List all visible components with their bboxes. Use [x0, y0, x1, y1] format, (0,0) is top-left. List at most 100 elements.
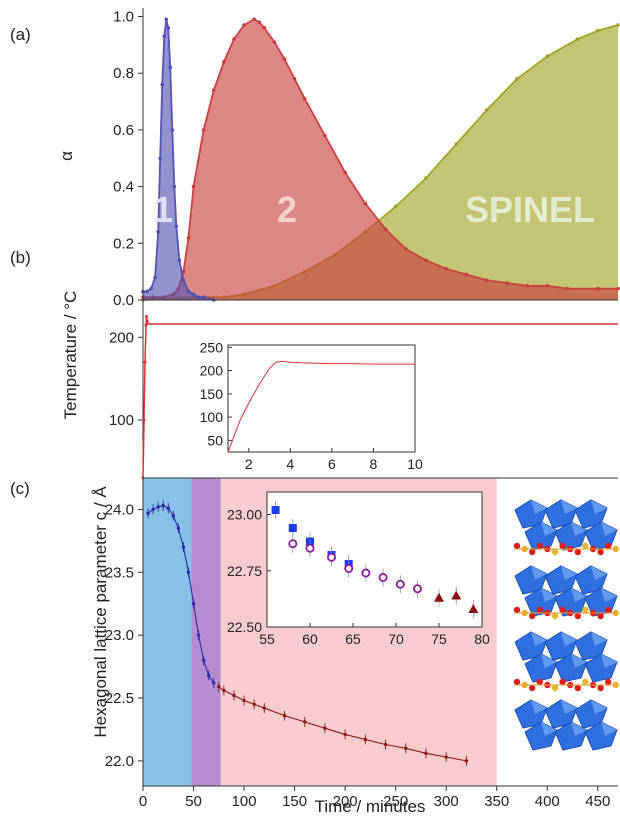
y-tick-label: 0.2 — [113, 235, 134, 252]
data-point — [575, 37, 580, 41]
shaded-region-2 — [191, 478, 221, 786]
x-tick-label: 0 — [139, 793, 147, 810]
data-point — [156, 505, 160, 509]
inset-y-tick-label: 200 — [200, 363, 224, 379]
data-point — [201, 658, 206, 662]
y-tick-label: 23.0 — [105, 627, 134, 644]
data-point — [242, 23, 246, 27]
polyhedron-highlight — [591, 500, 607, 514]
inset-y-tick-label: 23.00 — [227, 507, 262, 523]
data-point — [201, 128, 206, 132]
data-point — [505, 281, 509, 285]
interlayer-atom — [529, 548, 536, 556]
polyhedron-highlight — [541, 522, 557, 536]
inset-circle-marker — [395, 579, 405, 589]
data-point — [168, 65, 173, 70]
area-2 — [143, 19, 618, 300]
region-label-2: 2 — [277, 189, 297, 230]
data-point — [403, 247, 408, 251]
x-tick-label: 400 — [535, 793, 560, 810]
interlayer-atom — [605, 606, 612, 614]
interlayer-atom — [559, 678, 566, 686]
interlayer-atom — [582, 678, 589, 686]
data-point — [145, 315, 149, 319]
polyhedron-highlight — [561, 700, 577, 714]
lattice-inset: 55 60 65 70 75 80 22.50 22.75 23.00 — [227, 491, 490, 647]
data-point — [616, 286, 620, 291]
inset-temperature-line — [227, 360, 415, 453]
inset-frame — [266, 491, 483, 628]
interlayer-atom — [605, 678, 612, 686]
inset-triangle-marker — [434, 592, 444, 602]
data-point — [252, 702, 256, 706]
y-tick-label: 200 — [109, 329, 134, 346]
polyhedron-highlight — [591, 632, 607, 646]
data-point — [164, 17, 169, 22]
data-point — [166, 26, 171, 30]
inset-circle-marker — [288, 539, 298, 549]
data-point — [565, 286, 570, 291]
interlayer-atom — [582, 542, 589, 550]
polyhedron-highlight — [561, 500, 577, 514]
interlayer-atom — [574, 684, 581, 692]
panel-label-b: (b) — [10, 248, 31, 267]
inset-circle-marker — [326, 552, 336, 562]
inset-x-tick-label: 55 — [259, 631, 275, 647]
data-point — [484, 278, 489, 282]
data-point — [149, 286, 153, 291]
interlayer-atom — [513, 678, 521, 686]
y-tick-label: 23.5 — [105, 564, 134, 581]
data-point — [303, 720, 307, 724]
region-label-1: 1 — [153, 189, 173, 230]
data-point — [232, 37, 236, 41]
layered-structure-illustration — [513, 499, 619, 751]
inset-x-tick-label: 60 — [302, 631, 318, 647]
data-point — [363, 201, 368, 206]
polyhedron-highlight — [531, 632, 547, 646]
data-point — [186, 289, 191, 294]
x-tick-label: 450 — [585, 793, 610, 810]
x-tick-label: 250 — [383, 793, 408, 810]
temperature-axis-title: Temperature / °C — [61, 291, 80, 420]
lattice-series-line-2 — [218, 686, 467, 762]
data-point — [160, 82, 165, 87]
temperature-inset: 2 4 6 8 10 50 100 150 200 250 — [200, 339, 423, 472]
data-point — [222, 688, 226, 693]
inset-circle-marker — [344, 564, 354, 574]
data-point — [257, 20, 262, 24]
polyhedron-highlight — [531, 700, 547, 714]
inset-x-tick-label: 2 — [245, 456, 253, 472]
polyhedron-highlight — [591, 566, 607, 580]
data-point — [323, 133, 327, 138]
data-point — [196, 633, 201, 637]
interlayer-atom — [597, 612, 604, 620]
data-point — [302, 96, 307, 101]
data-point — [262, 706, 266, 710]
polyhedron-highlight — [591, 700, 607, 714]
data-point — [186, 570, 191, 574]
inset-x-tick-label: 75 — [431, 631, 447, 647]
data-point — [282, 57, 287, 61]
inset-circle-marker — [361, 568, 371, 578]
data-point — [272, 40, 277, 44]
y-tick-label: 0.0 — [113, 292, 134, 309]
data-point — [484, 108, 489, 112]
x-tick-label: 350 — [484, 793, 509, 810]
alpha-panel: 0.0 0.2 0.4 0.6 0.8 1.0 — [113, 8, 620, 309]
data-point — [186, 235, 191, 240]
data-point — [515, 77, 519, 81]
interlayer-atom — [529, 684, 536, 692]
interlayer-atom — [551, 684, 559, 692]
data-point — [196, 295, 201, 299]
region-label-spinel: SPINEL — [465, 189, 595, 230]
area-1 — [143, 19, 214, 300]
data-point — [444, 755, 448, 759]
data-point — [424, 258, 428, 263]
polyhedron-highlight — [571, 522, 587, 536]
alpha-axis-title: α — [57, 151, 76, 161]
polyhedron-highlight — [601, 654, 617, 668]
data-point — [176, 526, 181, 530]
data-point — [172, 184, 177, 189]
polyhedron-highlight — [541, 588, 557, 602]
interlayer-atom — [559, 542, 566, 550]
